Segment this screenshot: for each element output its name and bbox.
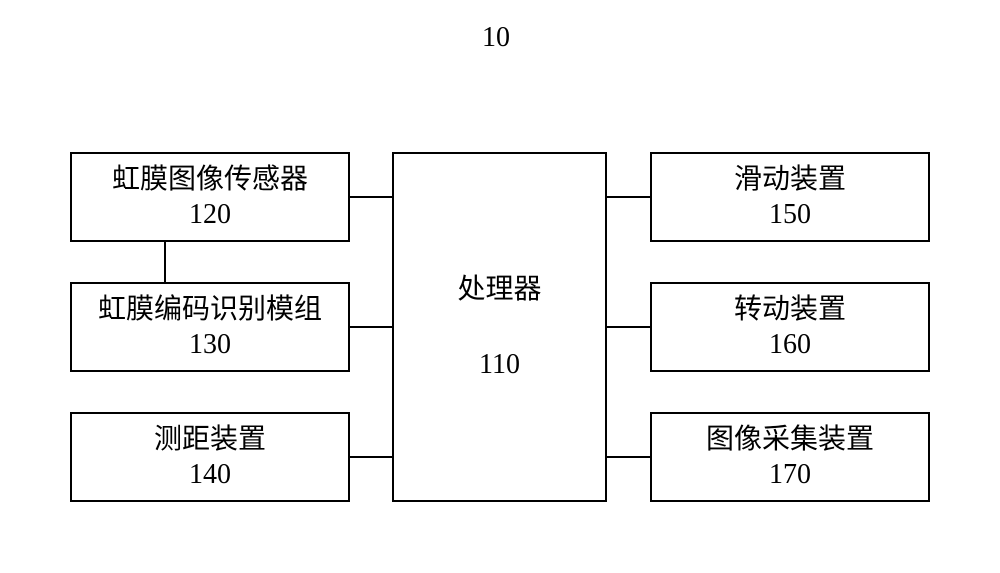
node-label: 虹膜编码识别模组 (98, 292, 322, 327)
node-140: 测距装置 140 (70, 412, 350, 502)
edge-n120-n110 (350, 196, 392, 198)
node-label: 转动装置 (734, 292, 846, 327)
node-number: 160 (769, 327, 811, 362)
node-number: 140 (189, 457, 231, 492)
node-150: 滑动装置 150 (650, 152, 930, 242)
node-170: 图像采集装置 170 (650, 412, 930, 502)
edge-n140-n110 (350, 456, 392, 458)
diagram-title-text: 10 (482, 22, 510, 53)
node-number: 170 (769, 457, 811, 492)
node-110: 处理器 110 (392, 152, 607, 502)
node-number: 110 (479, 347, 520, 382)
edge-n120-n130 (164, 242, 166, 282)
edge-n130-n110 (350, 326, 392, 328)
node-160: 转动装置 160 (650, 282, 930, 372)
node-label: 图像采集装置 (706, 422, 874, 457)
diagram-title: 10 (482, 22, 510, 54)
node-label: 滑动装置 (734, 162, 846, 197)
node-120: 虹膜图像传感器 120 (70, 152, 350, 242)
node-label: 处理器 (457, 272, 541, 307)
node-label: 测距装置 (154, 422, 266, 457)
diagram-canvas: 10 虹膜图像传感器 120 虹膜编码识别模组 130 测距装置 140 处理器… (0, 0, 1000, 573)
node-number: 130 (189, 327, 231, 362)
node-number: 150 (769, 197, 811, 232)
node-130: 虹膜编码识别模组 130 (70, 282, 350, 372)
edge-n110-n170 (607, 456, 650, 458)
edge-n110-n160 (607, 326, 650, 328)
node-label: 虹膜图像传感器 (112, 162, 308, 197)
edge-n110-n150 (607, 196, 650, 198)
node-number: 120 (189, 197, 231, 232)
